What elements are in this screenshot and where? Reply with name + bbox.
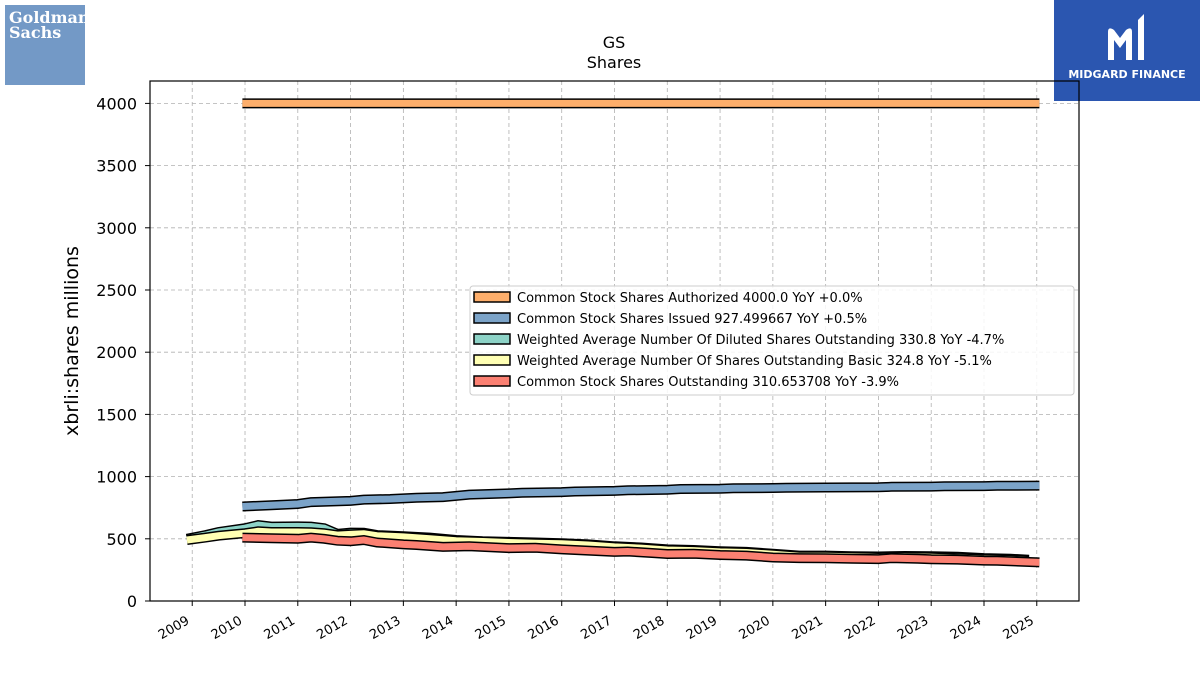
legend-swatch (473, 375, 511, 387)
x-tick-label: 2010 (209, 613, 245, 643)
y-tick-label: 0 (127, 592, 137, 611)
x-tick-label: 2020 (737, 613, 773, 643)
y-tick-label: 2500 (96, 281, 137, 300)
y-tick-label: 3000 (96, 219, 137, 238)
x-tick-label: 2018 (631, 613, 667, 643)
legend-box (469, 285, 1075, 396)
series-layer (185, 98, 1040, 568)
x-tick-label: 2024 (948, 613, 984, 643)
legend-entry: Common Stock Shares Issued 927.499667 Yo… (517, 312, 867, 327)
x-tick-label: 2023 (895, 613, 931, 643)
x-tick-label: 2025 (1001, 613, 1037, 643)
midgard-logo-text: MIDGARD FINANCE (1068, 68, 1186, 81)
y-tick-label: 2000 (96, 343, 137, 362)
y-axis: 0 500 1000 1500 2000 2500 3000 3500 4000 (96, 94, 150, 611)
legend-entry: Weighted Average Number Of Shares Outsta… (517, 354, 992, 369)
y-tick-label: 4000 (96, 94, 137, 113)
legend-swatch (473, 312, 511, 324)
gs-logo-line1: Goldman (9, 8, 90, 27)
legend-swatch (473, 354, 511, 366)
gs-logo-line2: Sachs (9, 23, 62, 42)
x-tick-label: 2012 (314, 613, 350, 643)
x-tick-label: 2021 (789, 613, 825, 643)
y-tick-label: 3500 (96, 157, 137, 176)
legend-entry: Common Stock Shares Outstanding 310.6537… (517, 375, 899, 390)
chart-subtitle: Shares (587, 53, 642, 72)
midgard-logo-mark-icon (1108, 14, 1144, 60)
x-tick-label: 2013 (367, 613, 403, 643)
x-tick-label: 2017 (578, 613, 614, 643)
legend: Common Stock Shares Authorized 4000.0 Yo… (469, 285, 1075, 396)
x-tick-label: 2019 (684, 613, 720, 643)
midgard-finance-logo: MIDGARD FINANCE (1054, 0, 1200, 101)
x-tick-label: 2009 (156, 613, 192, 643)
x-tick-label: 2016 (526, 613, 562, 643)
x-tick-label: 2014 (420, 613, 456, 643)
y-tick-label: 1500 (96, 405, 137, 424)
chart-title: GS (603, 33, 626, 52)
legend-swatch (473, 291, 511, 303)
y-tick-label: 1000 (96, 468, 137, 487)
y-tick-label: 500 (106, 530, 137, 549)
series-line-common-stock-shares-issued (242, 482, 1040, 510)
y-axis-label: xbrli:shares millions (61, 246, 83, 436)
legend-swatch (473, 333, 511, 345)
goldman-sachs-logo: Goldman Sachs (5, 5, 90, 85)
x-tick-label: 2011 (262, 613, 298, 643)
x-axis: 2009 2010 2011 2012 2013 2014 2015 2016 2017 2018… (156, 601, 1038, 643)
series-line-common-stock-shares-outstanding (242, 534, 1040, 566)
x-tick-label: 2015 (473, 613, 509, 643)
legend-entry: Common Stock Shares Authorized 4000.0 Yo… (517, 291, 863, 306)
legend-entry: Weighted Average Number Of Diluted Share… (517, 333, 1004, 348)
x-tick-label: 2022 (842, 613, 878, 643)
